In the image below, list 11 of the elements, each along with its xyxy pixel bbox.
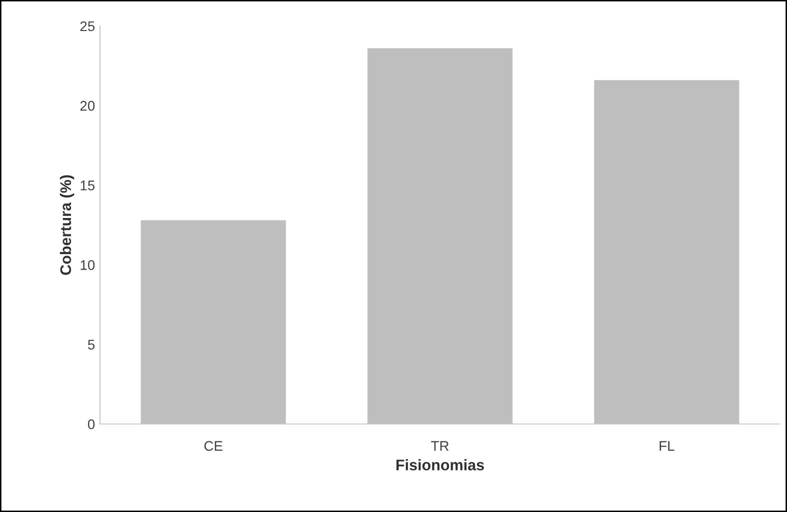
y-tick-label: 20 <box>80 100 95 111</box>
x-tick-label: CE <box>204 441 222 451</box>
x-tick-label: TR <box>431 441 449 451</box>
y-axis-title: Cobertura (%) <box>60 175 74 275</box>
y-tick-label: 10 <box>80 260 95 270</box>
y-tick-label: 0 <box>88 419 95 430</box>
x-tick-label: FL <box>660 441 674 451</box>
y-tick-label: 25 <box>80 21 95 32</box>
y-tick-label: 5 <box>88 340 95 350</box>
y-tick-label: 15 <box>80 180 95 190</box>
x-axis-title: Fisionomias <box>396 459 484 470</box>
